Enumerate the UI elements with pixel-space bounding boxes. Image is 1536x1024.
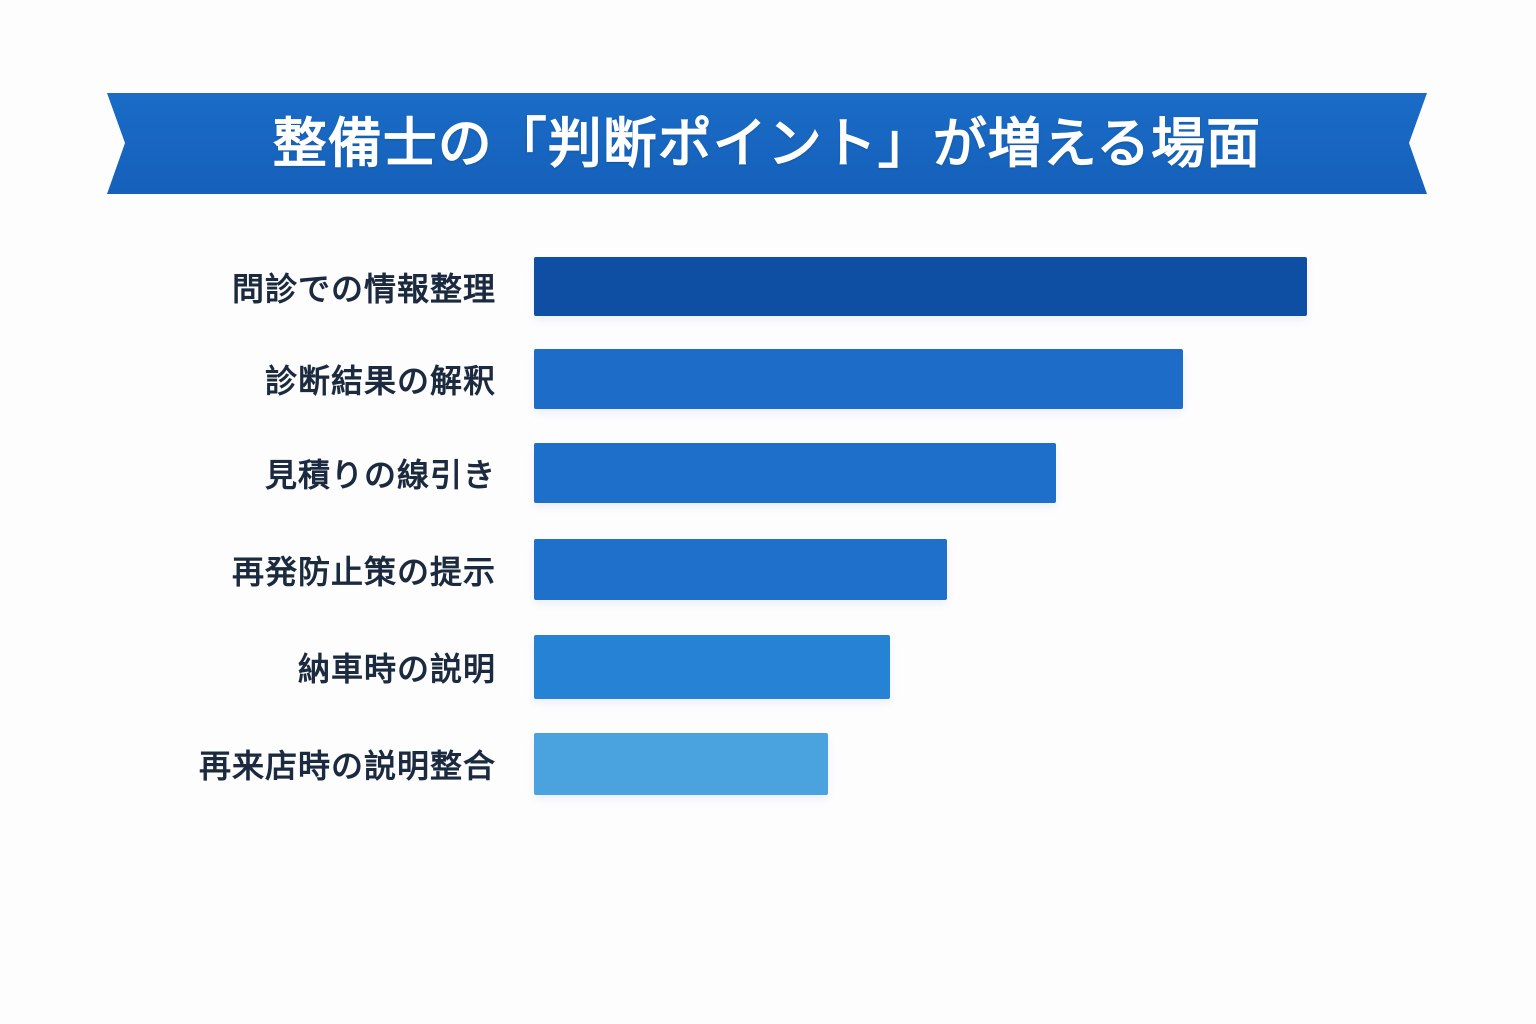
bar-row: 再来店時の説明整合: [0, 733, 1536, 795]
category-label: 再来店時の説明整合: [198, 747, 496, 785]
bar-row: 診断結果の解釈: [0, 349, 1536, 409]
ribbon-banner-shape: [107, 93, 1427, 194]
bar: [534, 349, 1184, 409]
category-label: 納車時の説明: [297, 650, 496, 688]
bar: [534, 635, 890, 699]
category-label: 見積りの線引き: [264, 456, 496, 494]
chart-title: 整備士の「判断ポイント」が増える場面: [272, 112, 1262, 175]
category-label: 問診での情報整理: [231, 269, 496, 308]
bar-row: 見積りの線引き: [0, 443, 1536, 503]
category-label: 診断結果の解釈: [264, 362, 496, 400]
bar-row: 納車時の説明: [0, 635, 1536, 699]
title-ribbon: 整備士の「判断ポイント」が増える場面: [107, 93, 1427, 194]
bar: [534, 443, 1056, 503]
bar: [534, 539, 947, 600]
bar-row: 問診での情報整理: [0, 257, 1536, 316]
bar-row: 再発防止策の提示: [0, 539, 1536, 600]
bar: [534, 733, 828, 795]
category-label: 再発防止策の提示: [231, 552, 496, 591]
bar: [534, 257, 1307, 316]
